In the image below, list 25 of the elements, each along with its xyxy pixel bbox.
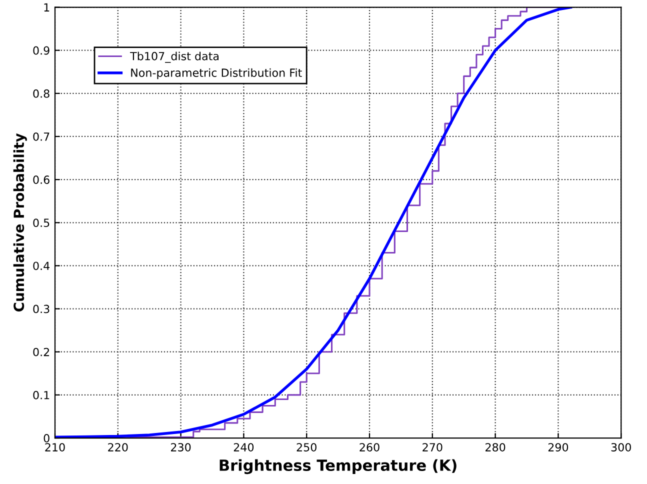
y-tick-label: 0.7: [33, 132, 50, 141]
x-tick-label: 260: [360, 443, 380, 452]
y-tick-label: 0.1: [33, 390, 50, 400]
x-axis-title: Brightness Temperature (K): [220, 459, 456, 474]
y-tick-label: 1: [44, 3, 50, 12]
x-tick-label: 230: [171, 443, 191, 452]
x-tick-label: 240: [234, 443, 254, 452]
x-tick-label: 250: [296, 443, 316, 452]
y-tick-label: 0.8: [33, 89, 50, 98]
x-tick-label: 290: [548, 443, 568, 452]
y-tick-label: 0.9: [33, 46, 50, 55]
y-tick-label: 0.6: [33, 176, 50, 184]
y-axis-title: Cumulative Probability: [13, 133, 27, 312]
x-tick-label: 300: [611, 443, 631, 452]
y-tick-label: 0.3: [33, 304, 50, 314]
x-tick-label: 280: [486, 443, 506, 452]
y-tick-label: 0.5: [33, 218, 50, 228]
y-tick-label: 0: [44, 434, 50, 442]
y-tick-label: 0.4: [33, 262, 50, 270]
legend-label: Tb107_dist data: [130, 52, 219, 63]
legend-label: Non-parametric Distribution Fit: [131, 68, 302, 80]
y-tick-label: 0.2: [33, 348, 50, 356]
x-tick-label: 210: [45, 443, 65, 452]
x-tick-label: 270: [422, 443, 442, 452]
x-tick-label: 220: [108, 443, 128, 452]
